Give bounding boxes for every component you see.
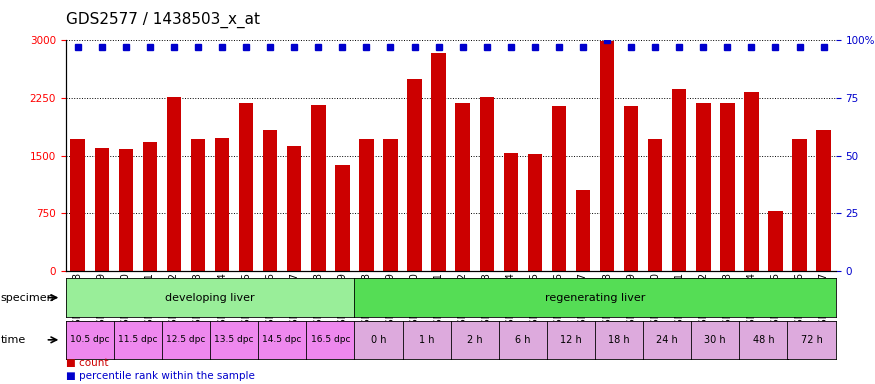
- Bar: [312, 105, 326, 271]
- Text: developing liver: developing liver: [165, 293, 255, 303]
- Text: 0 h: 0 h: [371, 335, 386, 345]
- Bar: [335, 165, 350, 271]
- Bar: [71, 139, 85, 271]
- Bar: [576, 190, 591, 271]
- Text: 11.5 dpc: 11.5 dpc: [118, 335, 158, 344]
- Text: time: time: [1, 335, 26, 345]
- Bar: [624, 106, 639, 271]
- Text: 30 h: 30 h: [704, 335, 726, 345]
- Bar: [648, 139, 662, 271]
- Bar: [696, 103, 710, 271]
- Bar: [816, 130, 831, 271]
- Bar: [119, 149, 133, 271]
- Text: ■ count: ■ count: [66, 358, 108, 368]
- Bar: [360, 139, 374, 271]
- Text: regenerating liver: regenerating liver: [545, 293, 645, 303]
- Text: 24 h: 24 h: [656, 335, 678, 345]
- Bar: [191, 139, 206, 271]
- Text: 12.5 dpc: 12.5 dpc: [166, 335, 206, 344]
- Text: GDS2577 / 1438503_x_at: GDS2577 / 1438503_x_at: [66, 12, 260, 28]
- Bar: [287, 146, 301, 271]
- Bar: [528, 154, 542, 271]
- Bar: [143, 142, 158, 271]
- Text: 1 h: 1 h: [419, 335, 434, 345]
- Text: 2 h: 2 h: [467, 335, 482, 345]
- Bar: [408, 79, 422, 271]
- Text: 10.5 dpc: 10.5 dpc: [70, 335, 109, 344]
- Bar: [552, 106, 566, 271]
- Bar: [94, 148, 109, 271]
- Bar: [504, 153, 518, 271]
- Bar: [215, 138, 229, 271]
- Text: 12 h: 12 h: [560, 335, 582, 345]
- Bar: [263, 130, 277, 271]
- Bar: [745, 92, 759, 271]
- Text: 48 h: 48 h: [752, 335, 774, 345]
- Bar: [768, 211, 783, 271]
- Text: ■ percentile rank within the sample: ■ percentile rank within the sample: [66, 371, 255, 381]
- Text: 16.5 dpc: 16.5 dpc: [311, 335, 350, 344]
- Bar: [456, 103, 470, 271]
- Text: 13.5 dpc: 13.5 dpc: [214, 335, 254, 344]
- Bar: [720, 103, 735, 271]
- Bar: [167, 97, 181, 271]
- Text: 6 h: 6 h: [515, 335, 530, 345]
- Bar: [672, 89, 687, 271]
- Bar: [239, 103, 254, 271]
- Text: specimen: specimen: [1, 293, 54, 303]
- Bar: [480, 97, 494, 271]
- Text: 14.5 dpc: 14.5 dpc: [262, 335, 302, 344]
- Bar: [383, 139, 397, 271]
- Text: 72 h: 72 h: [801, 335, 822, 345]
- Bar: [793, 139, 807, 271]
- Bar: [600, 41, 614, 271]
- Text: 18 h: 18 h: [608, 335, 630, 345]
- Bar: [431, 53, 446, 271]
